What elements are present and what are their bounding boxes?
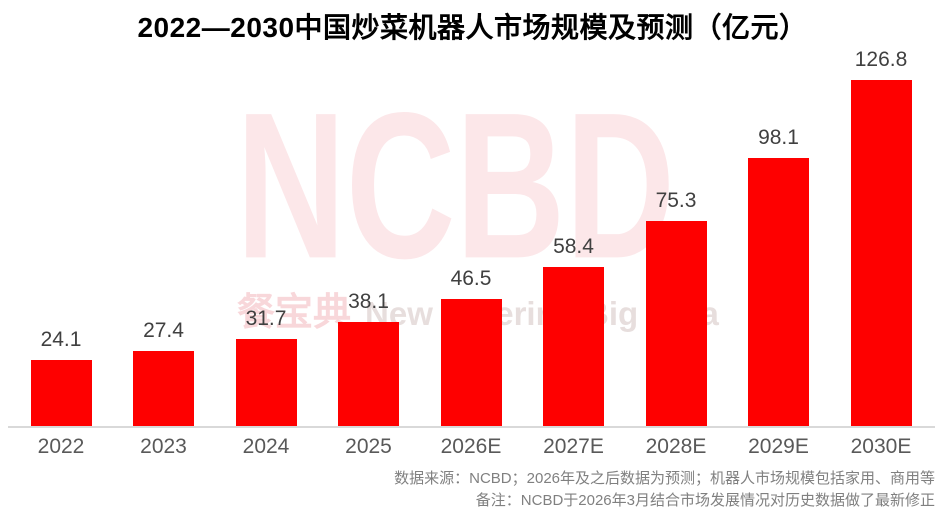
x-tick-2025: 2025 [345, 435, 392, 458]
bar-value-2027E: 58.4 [553, 235, 594, 258]
x-tick-2023: 2023 [140, 435, 187, 458]
bar-value-2025: 38.1 [348, 290, 389, 313]
bar-2026E [440, 299, 502, 426]
bar-2024 [235, 339, 297, 426]
x-tick-2022: 2022 [37, 435, 85, 458]
bar-2025 [338, 322, 399, 426]
bar-value-2028E: 75.3 [655, 189, 697, 212]
bar-value-2023: 27.4 [143, 319, 184, 342]
bar-value-2022: 24.1 [40, 328, 82, 351]
x-tick-2026E: 2026E [440, 435, 502, 458]
bar-value-2026E: 46.5 [450, 267, 492, 290]
ncbd-watermark-logo: NCBD [236, 69, 676, 303]
bar-2022 [30, 360, 92, 426]
bar-2027E [543, 267, 604, 426]
x-tick-2024: 2024 [242, 435, 290, 458]
bar-2028E [645, 221, 707, 426]
bar-2023 [133, 351, 194, 426]
bar-2030E [850, 80, 912, 426]
watermark-brand-cn: 餐宝典 [237, 292, 352, 334]
x-tick-2029E: 2029E [748, 435, 809, 458]
bar-value-2029E: 98.1 [758, 126, 799, 149]
source-note-line2: 备注：NCBD于2026年3月结合市场发展情况对历史数据做了最新修正 [475, 492, 935, 509]
chart-title: 2022—2030中国炒菜机器人市场规模及预测（亿元） [137, 12, 808, 43]
bar-2029E [748, 158, 809, 426]
x-tick-2027E: 2027E [543, 435, 604, 458]
source-note-line1: 数据来源：NCBD；2026年及之后数据为预测；机器人市场规模包括家用、商用等 [394, 470, 935, 487]
bar-value-2024: 31.7 [245, 307, 287, 330]
x-tick-2030E: 2030E [850, 435, 912, 458]
bar-value-2030E: 126.8 [854, 48, 908, 71]
x-tick-2028E: 2028E [645, 435, 707, 458]
source-note: 数据来源：NCBD；2026年及之后数据为预测；机器人市场规模包括家用、商用等 … [394, 468, 935, 512]
x-axis-line [8, 426, 935, 428]
